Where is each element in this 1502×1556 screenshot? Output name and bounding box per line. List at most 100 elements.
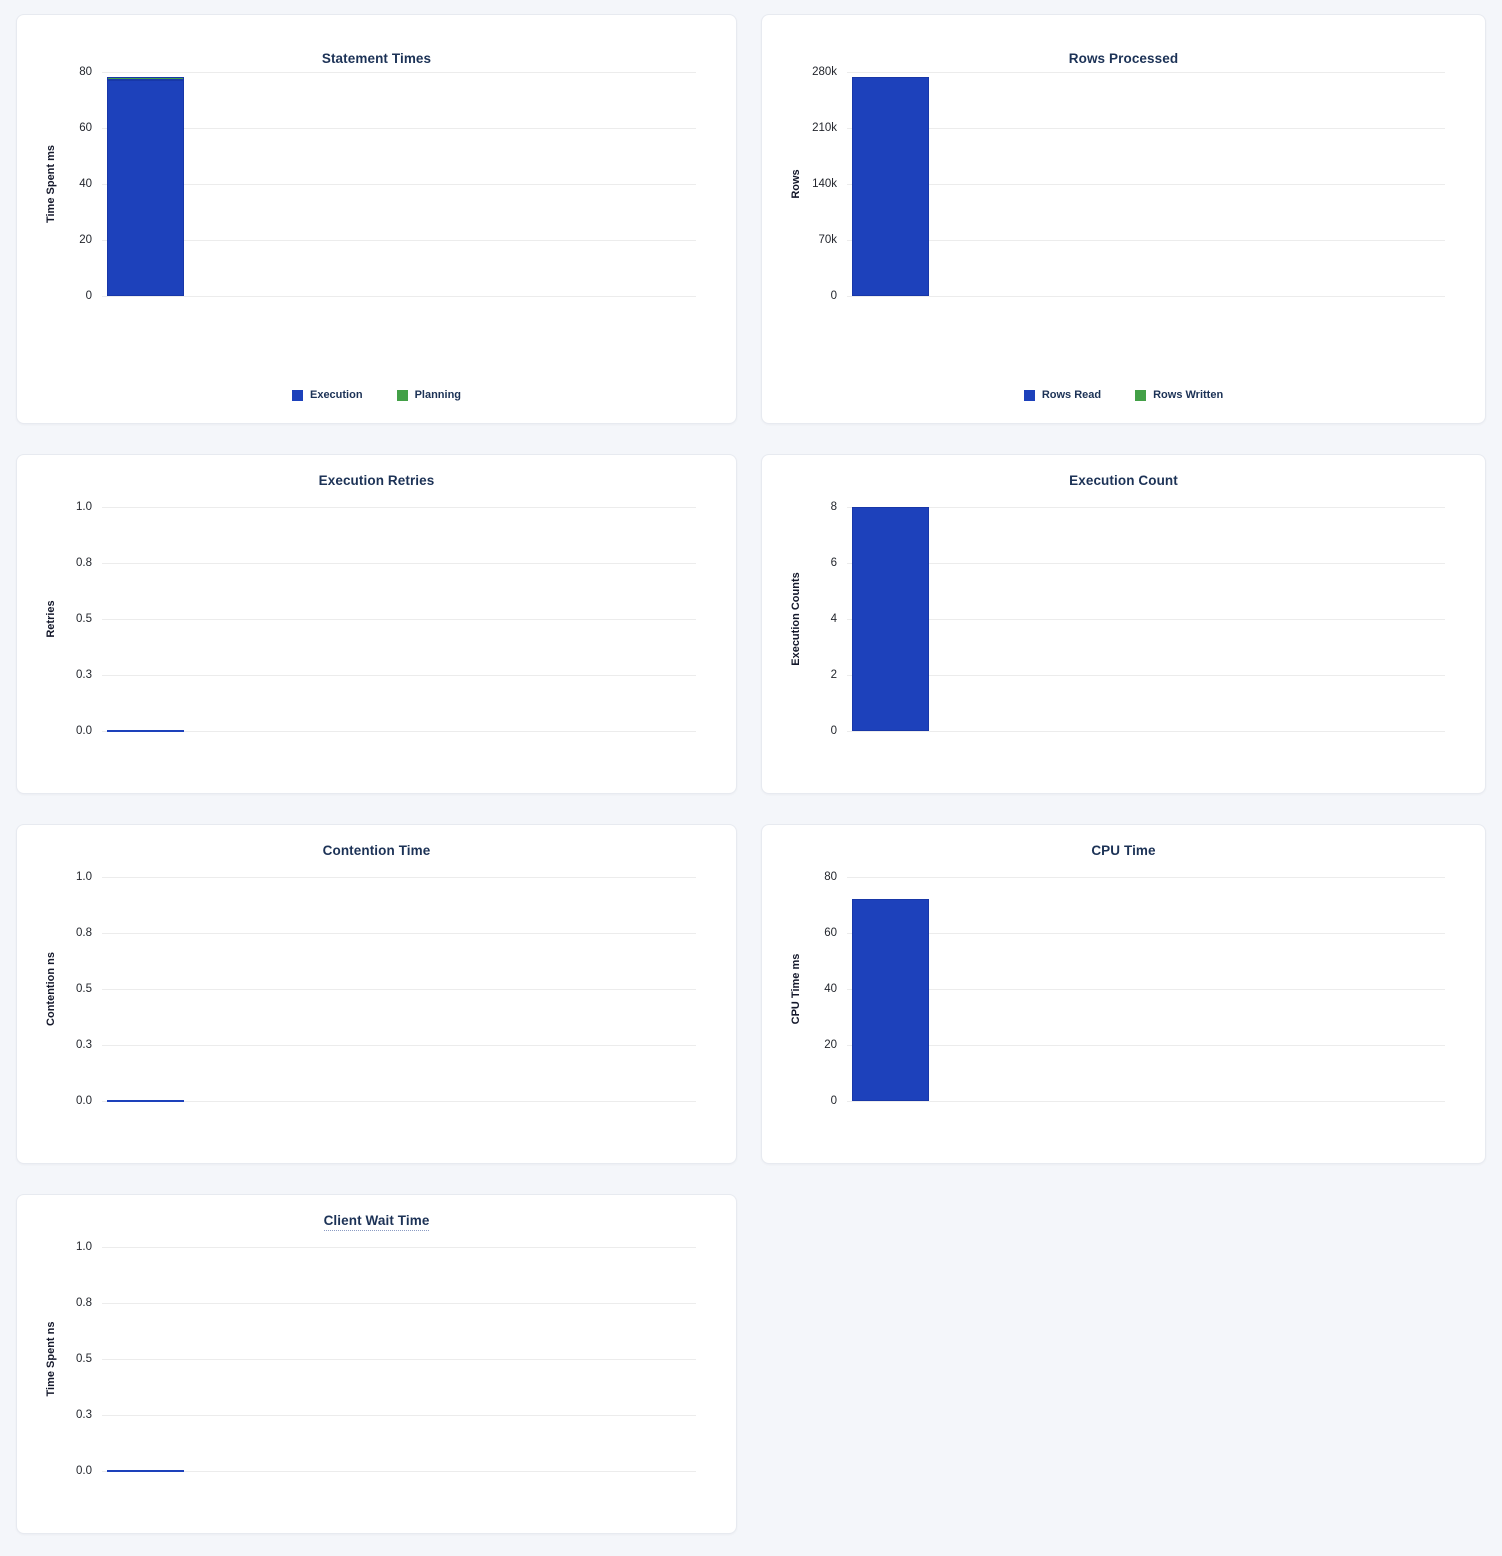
execution-retries-chart: 0.0 0.3 0.5 0.8 1.0 Retries [17,455,736,793]
bar-rows-read [852,77,929,296]
legend-item: Execution [291,389,363,401]
chart-title-text: Rows Processed [1068,51,1179,66]
y-axis-label: Execution Counts [790,572,802,666]
y-axis-label: Retries [45,600,57,638]
y-tick-label: 4 [830,613,837,625]
y-tick-label: 0.5 [76,983,92,995]
client-wait-time-chart: 0.0 0.3 0.5 0.8 1.0 Time Spent ns [17,1195,736,1533]
cpu-time-chart: 0 20 40 60 80 CPU Time ms [762,825,1485,1163]
rows-processed-legend: Rows Read Rows Written [762,389,1485,401]
y-tick-label: 20 [824,1039,837,1051]
rows-processed-title: Rows Processed [762,51,1485,66]
gridline [102,184,696,185]
gridline [847,877,1445,878]
legend-item: Rows Read [1023,389,1102,401]
gridline [102,507,696,508]
chart-title-text: Execution Count [1069,473,1178,488]
gridline [102,675,696,676]
y-tick-label: 0.0 [76,725,92,737]
y-tick-label: 60 [79,122,92,134]
y-tick-label: 80 [824,871,837,883]
legend-label: Rows Read [1041,389,1102,401]
cpu-time-title: CPU Time [762,843,1485,858]
zero-value-bar [107,1470,184,1472]
rows-written-swatch [1135,389,1147,401]
y-tick-label: 8 [830,501,837,513]
gridline [847,184,1445,185]
legend-item: Rows Written [1135,389,1223,401]
y-axis-label: CPU Time ms [790,953,802,1025]
y-tick-label: 0.3 [76,669,92,681]
card-statement-times: Statement Times 0 20 40 60 80 Time Spent ms E… [16,14,737,424]
y-tick-label: 210k [812,122,837,134]
execution-count-title: Execution Count [762,473,1485,488]
gridline [847,128,1445,129]
gridline [847,1045,1445,1046]
legend-label: Planning [414,389,462,401]
y-tick-label: 0.8 [76,927,92,939]
contention-time-title: Contention Time [17,843,736,858]
rows-processed-chart: 0 70k 140k 210k 280k Rows [762,15,1485,423]
gridline [102,72,696,73]
gridline [102,1415,696,1416]
gridline [847,296,1445,297]
y-tick-label: 0.8 [76,557,92,569]
legend-label: Rows Written [1153,389,1224,401]
zero-value-bar [107,730,184,732]
gridline [102,1303,696,1304]
execution-swatch [291,389,303,401]
y-tick-label: 0.0 [76,1465,92,1477]
y-tick-label: 40 [824,983,837,995]
gridline [847,72,1445,73]
y-tick-label: 280k [812,66,837,78]
bar-planning [107,77,184,80]
card-execution-count: Execution Count 0 2 4 6 8 Execution Counts [761,454,1486,794]
gridline [847,1101,1445,1102]
execution-retries-title: Execution Retries [17,473,736,488]
card-contention-time: Contention Time 0.0 0.3 0.5 0.8 1.0 Contentio… [16,824,737,1164]
client-wait-time-tooltip-trigger[interactable]: Client Wait Time [323,1213,430,1231]
bar-value [852,507,929,731]
y-tick-label: 0 [830,725,837,737]
rows-read-swatch [1023,389,1035,401]
statement-times-title: Statement Times [17,51,736,66]
bar-value [852,899,929,1101]
gridline [847,507,1445,508]
gridline [102,296,696,297]
planning-swatch [396,389,408,401]
y-tick-label: 0.5 [76,613,92,625]
gridline [847,675,1445,676]
gridline [102,877,696,878]
y-axis-label: Time Spent ms [45,144,57,224]
y-tick-label: 0.8 [76,1297,92,1309]
y-axis-label: Rows [790,169,802,199]
gridline [102,128,696,129]
legend-label: Execution [309,389,363,401]
contention-time-chart: 0.0 0.3 0.5 0.8 1.0 Contention ns [17,825,736,1163]
y-tick-label: 140k [812,178,837,190]
chart-title-text: Statement Times [321,51,432,66]
chart-title-text: Execution Retries [318,473,435,488]
gridline [102,989,696,990]
execution-count-chart: 0 2 4 6 8 Execution Counts [762,455,1485,793]
gridline [102,563,696,564]
gridline [847,563,1445,564]
gridline [847,619,1445,620]
client-wait-time-title: Client Wait Time [17,1213,736,1231]
y-tick-label: 60 [824,927,837,939]
card-cpu-time: CPU Time 0 20 40 60 80 CPU Time ms [761,824,1486,1164]
y-tick-label: 20 [79,234,92,246]
gridline [102,1247,696,1248]
gridline [847,933,1445,934]
gridline [102,1359,696,1360]
y-tick-label: 1.0 [76,501,92,513]
gridline [102,1471,696,1472]
y-tick-label: 0 [830,1095,837,1107]
gridline [102,240,696,241]
y-axis-label: Time Spent ns [45,1321,57,1397]
zero-value-bar [107,1100,184,1102]
y-tick-label: 2 [830,669,837,681]
y-tick-label: 0.3 [76,1409,92,1421]
legend-item: Planning [396,389,462,401]
